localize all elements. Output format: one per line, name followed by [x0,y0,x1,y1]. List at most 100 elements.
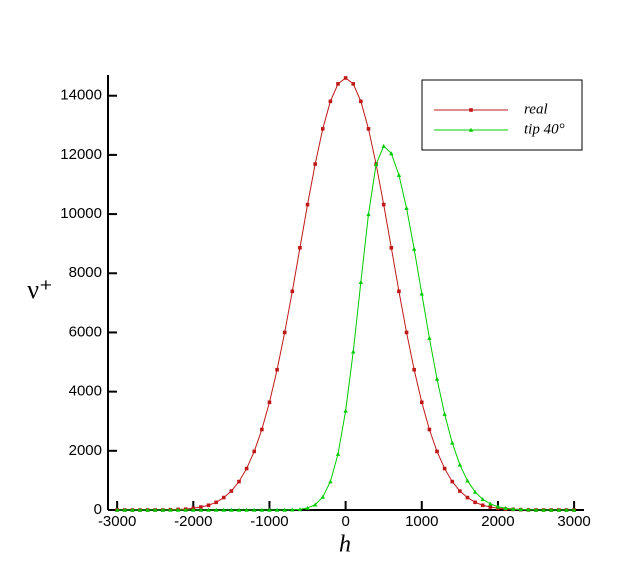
marker [450,479,455,484]
marker [213,507,219,512]
marker [488,501,493,506]
marker [434,376,440,381]
marker [373,162,379,167]
x-tick-label: 0 [341,513,349,530]
y-axis-label: ν⁺ [27,275,52,304]
marker [526,507,531,512]
marker [259,507,265,512]
y-tick-label: 6000 [69,323,102,340]
marker [480,503,485,508]
marker [221,507,226,512]
x-tick-label: -3000 [98,513,136,530]
x-tick-label: 1000 [405,513,438,530]
marker [533,507,539,512]
marker [503,506,508,511]
y-tick-label: 0 [94,501,102,518]
marker [366,127,371,131]
marker [290,507,295,512]
marker [397,289,401,294]
marker [137,507,143,512]
marker [191,507,196,512]
marker [442,466,447,471]
marker [336,82,340,86]
marker [473,500,477,505]
y-tick-label: 2000 [69,442,102,459]
y-tick-label: 8000 [69,264,102,281]
marker [412,367,416,372]
y-tick-label: 14000 [60,87,102,104]
y-tick-label: 4000 [69,383,102,400]
marker [343,408,348,413]
legend-label: real [524,101,548,117]
marker [244,466,249,471]
marker [175,507,181,512]
marker [229,507,234,512]
marker [419,291,424,296]
marker [313,162,317,166]
x-tick-label: 2000 [481,513,514,530]
marker [458,489,462,493]
marker [297,507,303,512]
marker [130,507,135,512]
marker [328,99,333,104]
marker [556,507,562,512]
marker [404,330,409,335]
marker [198,507,204,512]
y-tick-label: 12000 [60,146,102,163]
marker [260,427,264,432]
marker [320,494,325,499]
marker [468,127,474,132]
marker [237,479,241,484]
marker [427,335,432,340]
marker [457,462,463,467]
marker [305,505,310,510]
marker [244,507,249,512]
marker [571,507,577,512]
marker [206,507,211,512]
marker [465,478,470,483]
marker [366,212,371,217]
marker [381,202,386,207]
marker [427,427,432,432]
marker [389,246,394,250]
marker [411,246,417,251]
marker [541,507,546,512]
marker [282,330,287,335]
x-tick-label: -1000 [250,513,288,530]
marker [199,505,203,509]
marker [221,495,226,500]
marker [145,507,150,512]
marker [450,440,455,445]
x-axis-label: h [339,532,351,558]
marker [312,502,318,507]
marker [343,76,348,80]
marker [359,99,363,104]
marker [472,489,478,494]
marker [320,127,325,131]
series-line [117,145,575,511]
marker [274,507,280,512]
marker [267,400,272,405]
marker [252,507,257,512]
marker [480,497,485,502]
marker [267,507,272,512]
marker [465,495,470,500]
marker [183,507,188,512]
marker [206,503,211,508]
x-tick-label: -2000 [174,513,212,530]
marker [328,479,333,484]
marker [495,504,501,509]
marker [396,172,402,177]
marker [122,507,127,512]
marker [351,82,356,86]
marker [160,507,166,512]
marker [435,449,439,454]
marker [510,506,516,511]
marker [351,349,356,354]
marker [488,505,493,509]
marker [229,489,234,493]
marker [381,143,386,148]
marker [298,246,302,250]
marker [404,205,409,210]
